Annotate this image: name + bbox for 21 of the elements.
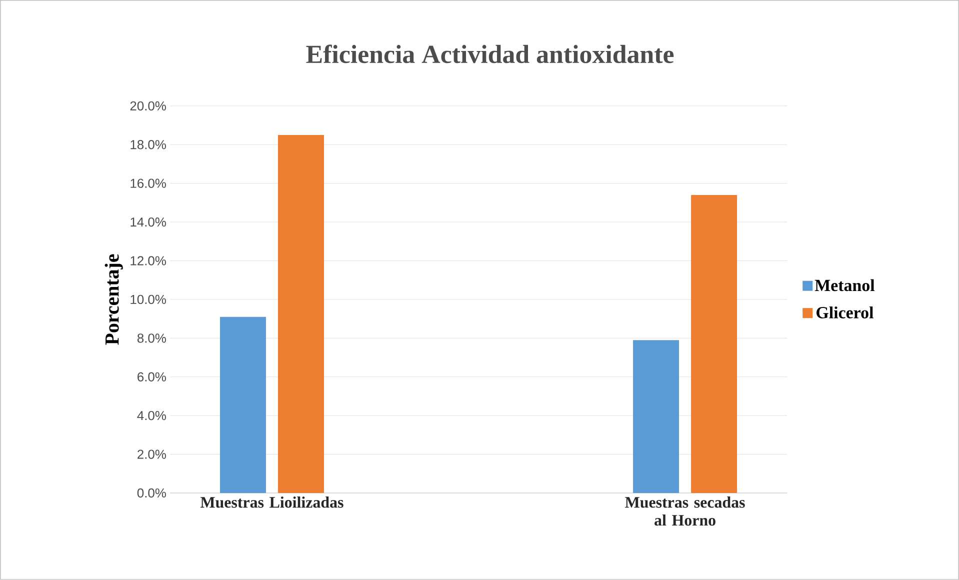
- x-tick-label: Muestras secadas al Horno: [625, 496, 745, 526]
- y-tick-label: 14.0%: [130, 217, 166, 227]
- y-tick-label: 12.0%: [130, 256, 166, 266]
- bar: [220, 316, 266, 494]
- y-tick-label: 16.0%: [130, 178, 166, 188]
- y-tick-label: 20.0%: [130, 101, 166, 111]
- y-tick-label: 0.0%: [137, 488, 166, 498]
- y-tick-label: 18.0%: [130, 140, 166, 150]
- y-tick-label: 10.0%: [130, 294, 166, 304]
- y-tick-label: 4.0%: [137, 411, 166, 420]
- chart-title: Eficiencia Actividad antioxidante: [306, 44, 674, 64]
- x-tick-label: Muestras Lioilizadas: [200, 496, 344, 508]
- y-tick-label: 8.0%: [137, 334, 166, 343]
- legend-label: Glicerol: [816, 306, 874, 318]
- y-axis-title: Porcentaje: [104, 254, 123, 345]
- y-tick-label: 2.0%: [138, 450, 166, 459]
- y-tick-label: 6.0%: [138, 372, 166, 382]
- bar: [278, 134, 324, 494]
- bar: [691, 194, 738, 494]
- bar: [633, 340, 680, 494]
- legend-label: Metanol: [814, 279, 875, 292]
